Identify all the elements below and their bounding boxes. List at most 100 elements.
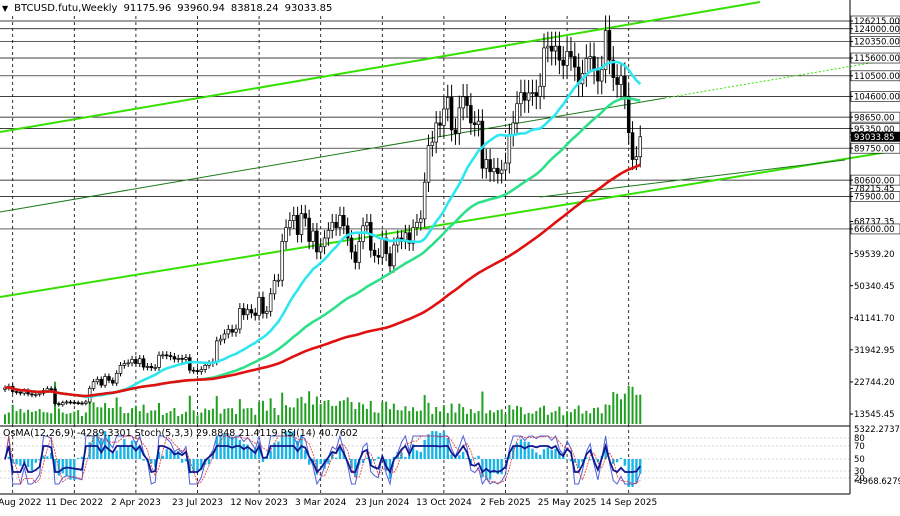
y-tick-label: 98650.00 <box>854 113 895 123</box>
candle-body <box>135 359 138 363</box>
osma-bar <box>19 459 21 466</box>
volume-bar <box>120 407 122 424</box>
candle-body <box>566 51 569 65</box>
candle-body <box>558 46 561 60</box>
volume-bar <box>139 411 141 424</box>
candle-body <box>520 93 523 104</box>
osma-bar <box>620 458 622 459</box>
osma-bar <box>77 458 79 459</box>
candle-body <box>289 221 292 228</box>
candle-body <box>281 241 284 280</box>
volume-bar <box>343 400 345 424</box>
volume-bar <box>127 413 129 424</box>
osma-bar <box>27 459 29 467</box>
candle-body <box>431 142 434 145</box>
candle-body <box>104 376 107 385</box>
candle-body <box>273 281 276 294</box>
volume-bar <box>566 411 568 424</box>
y-tick-label: 59539.20 <box>854 250 895 260</box>
candle-body <box>554 46 557 51</box>
volume-bar <box>204 409 206 424</box>
volume-bar <box>19 409 21 424</box>
candle-body <box>119 365 122 373</box>
volume-bar <box>389 409 391 424</box>
x-tick-label: 11 Dec 2022 <box>46 498 104 508</box>
osma-bar <box>335 458 337 459</box>
volume-bar <box>428 403 430 424</box>
osma-bar <box>543 449 545 459</box>
candle-body <box>473 123 476 125</box>
candle-body <box>342 215 345 225</box>
candle-body <box>373 250 376 255</box>
osma-bar <box>450 455 452 459</box>
osma-bar <box>577 459 579 468</box>
osma-bar <box>85 458 87 459</box>
volume-bar <box>135 406 137 424</box>
volume-bar <box>304 403 306 424</box>
candle-body <box>443 109 446 125</box>
volume-bar <box>104 403 106 424</box>
lower-channel-line <box>0 150 900 297</box>
volume-bar <box>181 414 183 424</box>
volume-bar <box>474 413 476 424</box>
volume-bar <box>508 405 510 424</box>
volume-bar <box>39 409 41 424</box>
candle-body <box>454 130 457 133</box>
y-tick-label: 89750.00 <box>854 144 895 154</box>
indicator-label: OsMA(12,26,9) -4289.3301 Stoch(5,3,3) 29… <box>3 428 358 439</box>
volume-bar <box>470 409 472 424</box>
candle-body <box>111 380 114 383</box>
candle-body <box>469 105 472 122</box>
candle-body <box>285 228 288 242</box>
volume-bar <box>601 413 603 424</box>
volume-bar <box>377 413 379 424</box>
volume-bar <box>150 411 152 424</box>
volume-bar <box>520 407 522 424</box>
osma-bar <box>539 455 541 459</box>
osma-bar <box>547 447 549 459</box>
candle-body <box>377 255 380 257</box>
candle-body <box>262 297 265 313</box>
osma-bar <box>269 451 271 459</box>
y-tick-label: 13545.45 <box>854 410 895 420</box>
osma-bar <box>92 436 94 459</box>
stoch-main-line <box>5 436 640 484</box>
candle-body <box>65 402 68 403</box>
volume-bar <box>354 409 356 424</box>
candle-body <box>419 219 422 222</box>
candle-body <box>527 93 530 100</box>
volume-bar <box>589 413 591 424</box>
volume-bar <box>316 397 318 425</box>
x-tick-label: 2 Feb 2025 <box>480 498 530 508</box>
volume-bar <box>200 413 202 424</box>
candle-body <box>616 78 619 85</box>
osma-bar <box>624 459 626 466</box>
candle-body <box>158 355 161 367</box>
volume-bar <box>77 410 79 424</box>
candle-body <box>562 60 565 65</box>
candle-body <box>235 329 238 332</box>
osc-level-label: 50 <box>854 455 865 465</box>
volume-bar <box>250 408 252 424</box>
volume-bar <box>100 407 102 424</box>
volume-bar <box>208 410 210 424</box>
volume-bar <box>462 407 464 424</box>
osma-bar <box>112 453 114 459</box>
dropdown-arrow-icon[interactable]: ▼ <box>2 4 8 13</box>
candle-body <box>154 367 157 368</box>
osma-bar <box>123 439 125 459</box>
volume-bar <box>374 412 376 424</box>
volume-bar <box>547 415 549 424</box>
volume-bar <box>624 394 626 424</box>
volume-bar <box>247 408 249 424</box>
y-tick-label: 31942.95 <box>854 346 895 356</box>
candle-body <box>84 402 87 403</box>
candle-body <box>550 46 553 51</box>
y-tick-label: 22744.20 <box>854 378 895 388</box>
osma-bar <box>520 439 522 459</box>
volume-bar <box>574 409 576 424</box>
volume-bar <box>401 410 403 424</box>
candle-body <box>223 334 226 339</box>
osma-bar <box>239 440 241 459</box>
